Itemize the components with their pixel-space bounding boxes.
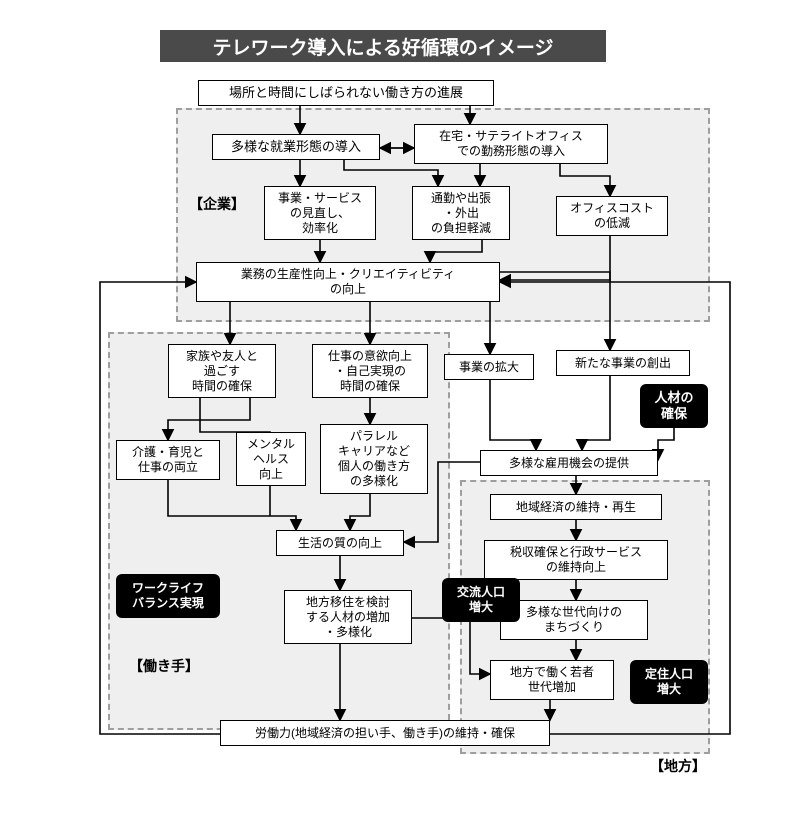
node-n8: 家族や友人と過ごす時間の確保 [168, 344, 276, 398]
edge [582, 376, 610, 450]
diagram-stage: テレワーク導入による好循環のイメージ 【企業】【働き手】【地方】 場所と時間にしば… [0, 0, 800, 825]
node-n1: 場所と時間にしばられない働き方の進展 [198, 80, 494, 106]
badge-b4: 定住人口増大 [630, 660, 708, 704]
node-n5: 通勤や出張・外出の負担軽減 [412, 186, 510, 240]
node-n14: パラレルキャリアなど個人の働き方の多様化 [320, 424, 428, 494]
node-n4: 事業・サービスの見直し、効率化 [264, 186, 376, 240]
node-n10: 事業の拡大 [444, 354, 534, 380]
node-n11: 新たな事業の創出 [556, 350, 690, 376]
node-n13: メンタルヘルス向上 [236, 432, 306, 486]
node-n16: 生活の質の向上 [276, 530, 404, 556]
diagram-title: テレワーク導入による好循環のイメージ [160, 30, 606, 62]
node-n9: 仕事の意欲向上・自己実現の時間の確保 [312, 344, 428, 398]
region-label: 【地方】 [638, 756, 718, 776]
region-label: 【働き手】 [124, 656, 204, 676]
node-n17: 地域経済の維持・再生 [490, 494, 662, 520]
node-n6: オフィスコストの低減 [556, 196, 668, 236]
edge [490, 380, 536, 450]
node-n18: 税収確保と行政サービスの維持向上 [484, 540, 668, 580]
node-n15: 多様な雇用機会の提供 [480, 450, 658, 476]
node-n3: 在宅・サテライトオフィスでの勤務形態の導入 [414, 124, 608, 164]
badge-b3: 交流人口増大 [442, 578, 520, 622]
badge-b2: ワークライフバランス実現 [116, 574, 220, 618]
region-label: 【企業】 [182, 194, 252, 214]
node-n21: 地方で働く若者世代増加 [490, 660, 614, 700]
node-n19: 地方移住を検討する人材の増加・多様化 [284, 590, 412, 644]
node-n12: 介護・育児と仕事の両立 [116, 440, 220, 480]
badge-b1: 人材の確保 [640, 384, 708, 428]
node-n22: 労働力(地域経済の担い手、働き手)の維持・確保 [220, 720, 550, 746]
edge [658, 428, 674, 460]
node-n20: 多様な世代向けのまちづくり [500, 600, 648, 640]
node-n2: 多様な就業形態の導入 [212, 134, 380, 160]
node-n7: 業務の生産性向上・クリエイティビティの向上 [196, 262, 500, 302]
